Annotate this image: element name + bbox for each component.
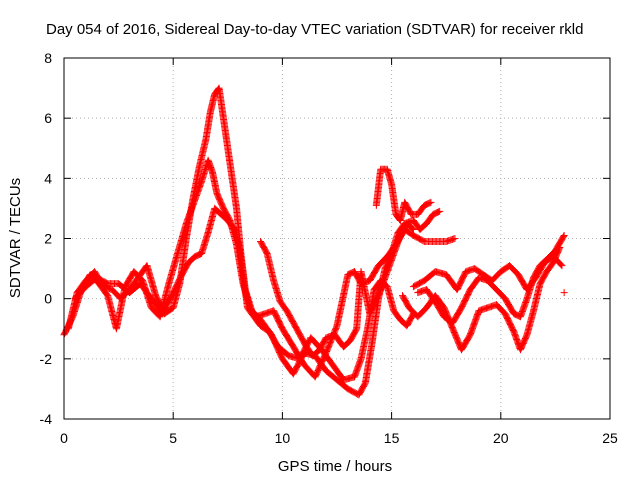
series-trace-4 bbox=[257, 219, 417, 360]
x-tick-label: 15 bbox=[384, 430, 400, 446]
data-point bbox=[559, 233, 567, 241]
series-trace-6 bbox=[399, 244, 564, 354]
data-series bbox=[60, 84, 568, 399]
x-tick-label: 10 bbox=[275, 430, 291, 446]
data-point bbox=[451, 235, 459, 242]
x-tick-label: 0 bbox=[60, 430, 68, 446]
data-point bbox=[409, 225, 417, 233]
data-point bbox=[557, 261, 565, 269]
series-trace-5 bbox=[372, 165, 435, 224]
x-tick-label: 25 bbox=[602, 430, 618, 446]
x-tick-label: 20 bbox=[493, 430, 509, 446]
y-tick-label: 2 bbox=[44, 231, 52, 247]
series-trace-1 bbox=[60, 156, 459, 381]
data-point bbox=[560, 231, 568, 239]
gridlines bbox=[64, 58, 610, 419]
y-tick-label: -4 bbox=[40, 411, 53, 427]
data-point bbox=[427, 198, 435, 206]
data-point bbox=[560, 289, 568, 297]
y-tick-label: -2 bbox=[40, 351, 53, 367]
data-point bbox=[426, 199, 434, 207]
series-trace-2 bbox=[64, 84, 444, 399]
x-tick-label: 5 bbox=[169, 430, 177, 446]
x-axis-ticks: 0 5 10 15 20 25 bbox=[60, 58, 618, 446]
y-tick-label: 4 bbox=[44, 170, 52, 186]
series-trace-7 bbox=[409, 253, 566, 294]
chart-title: Day 054 of 2016, Sidereal Day-to-day VTE… bbox=[46, 21, 583, 38]
series-trace-9 bbox=[560, 289, 568, 297]
y-tick-label: 6 bbox=[44, 110, 52, 126]
y-tick-label: 0 bbox=[44, 291, 52, 307]
data-point bbox=[409, 225, 417, 233]
y-tick-label: 8 bbox=[44, 50, 52, 66]
data-point bbox=[558, 262, 566, 270]
y-axis-label: SDTVAR / TECUs bbox=[7, 178, 24, 298]
x-axis-label: GPS time / hours bbox=[278, 458, 392, 475]
y-axis-ticks: -4 -2 0 2 4 6 8 bbox=[40, 50, 610, 427]
series-trace-8 bbox=[414, 231, 568, 327]
data-point bbox=[435, 208, 443, 216]
data-point bbox=[436, 207, 444, 215]
